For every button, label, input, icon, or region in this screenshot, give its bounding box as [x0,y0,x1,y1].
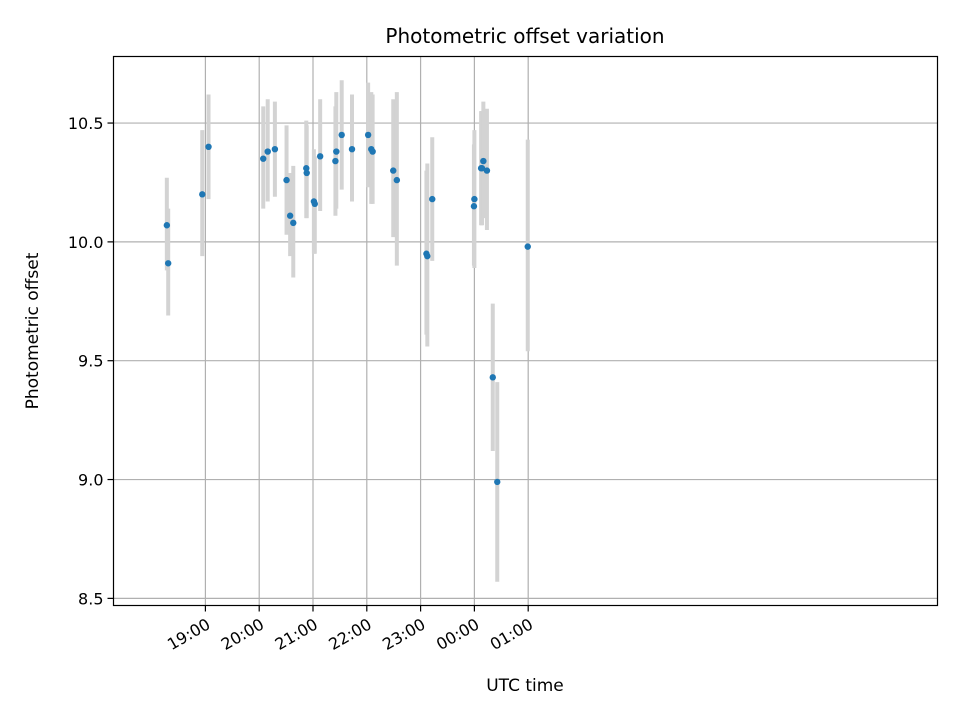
data-point [205,143,212,151]
data-point [260,155,267,162]
data-point [369,148,376,155]
data-point [271,145,279,153]
data-point [470,203,478,210]
data-point [348,145,356,153]
y-tick-label: 10.0 [68,233,104,252]
data-point [390,167,397,174]
data-point [264,148,271,155]
data-point [480,157,487,165]
plot-frame [112,55,939,607]
data-points [163,131,531,486]
data-point [283,176,290,184]
y-tick-label: 8.5 [78,589,103,608]
data-point [489,374,496,381]
y-axis-label: Photometric offset [23,252,43,409]
data-point [303,169,310,177]
data-point [524,243,531,250]
data-point [478,165,486,172]
data-point [303,165,310,172]
y-tick-label: 9.5 [78,352,103,371]
data-point [164,260,172,267]
data-point [333,148,340,155]
data-point [290,219,297,227]
data-point [424,252,431,260]
data-point [364,131,372,139]
y-tick-label: 9.0 [78,471,103,490]
data-point [316,153,324,160]
data-point [286,212,294,219]
x-axis-label: UTC time [486,676,564,696]
data-point [429,195,436,203]
data-point [338,131,345,139]
y-tick-label: 10.5 [68,114,104,133]
data-point [311,200,318,208]
data-point [483,167,491,174]
data-point [471,195,478,203]
data-point [494,478,501,486]
data-point [332,157,339,165]
data-point [163,222,171,229]
data-point [199,191,206,198]
chart-title: Photometric offset variation [385,24,664,48]
data-point [393,176,401,184]
